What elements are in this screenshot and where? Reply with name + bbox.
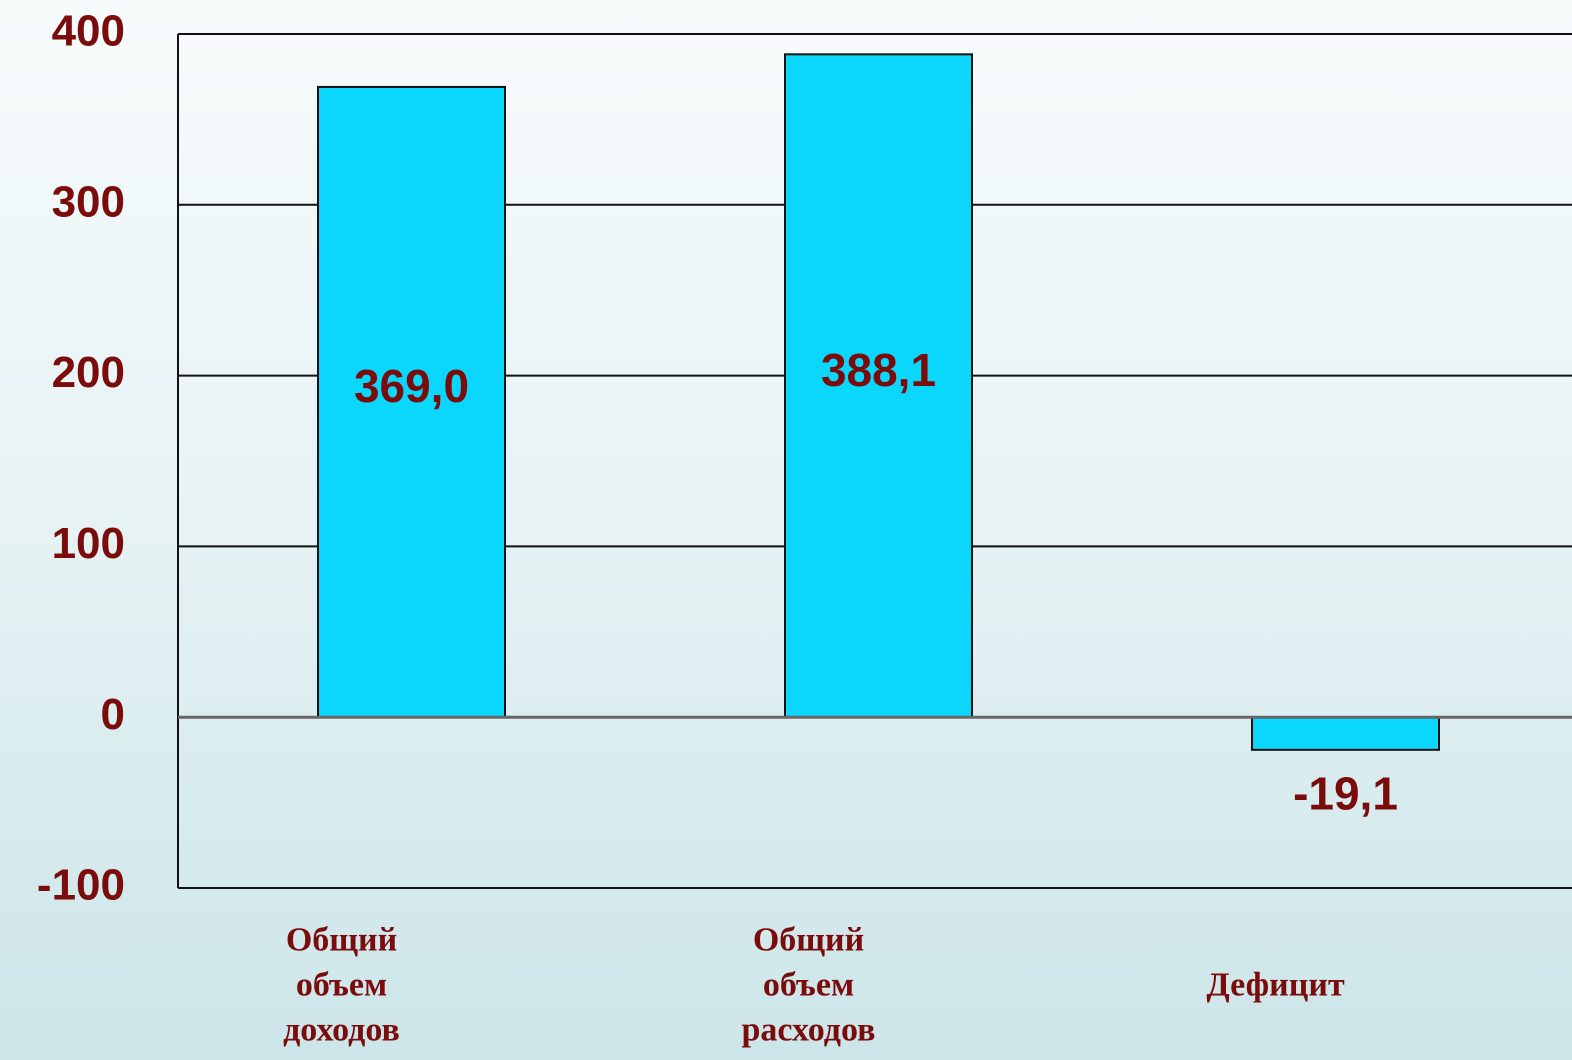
y-tick-label: 200 xyxy=(52,348,125,397)
y-tick-label: 0 xyxy=(101,690,125,739)
x-tick-label: Общий объем доходов xyxy=(283,921,400,1049)
x-tick-label: Общий объем расходов xyxy=(741,921,876,1049)
value-label: 388,1 xyxy=(821,344,936,396)
y-tick-label: -100 xyxy=(37,861,125,910)
value-label: 369,0 xyxy=(354,360,469,412)
y-tick-label: 400 xyxy=(52,7,125,56)
bar xyxy=(784,53,973,719)
value-label: -19,1 xyxy=(1293,767,1398,819)
x-tick-label: Дефицит xyxy=(1206,966,1345,1004)
y-tick-label: 100 xyxy=(52,519,125,568)
bar xyxy=(1251,716,1440,751)
y-tick-label: 300 xyxy=(52,177,125,226)
